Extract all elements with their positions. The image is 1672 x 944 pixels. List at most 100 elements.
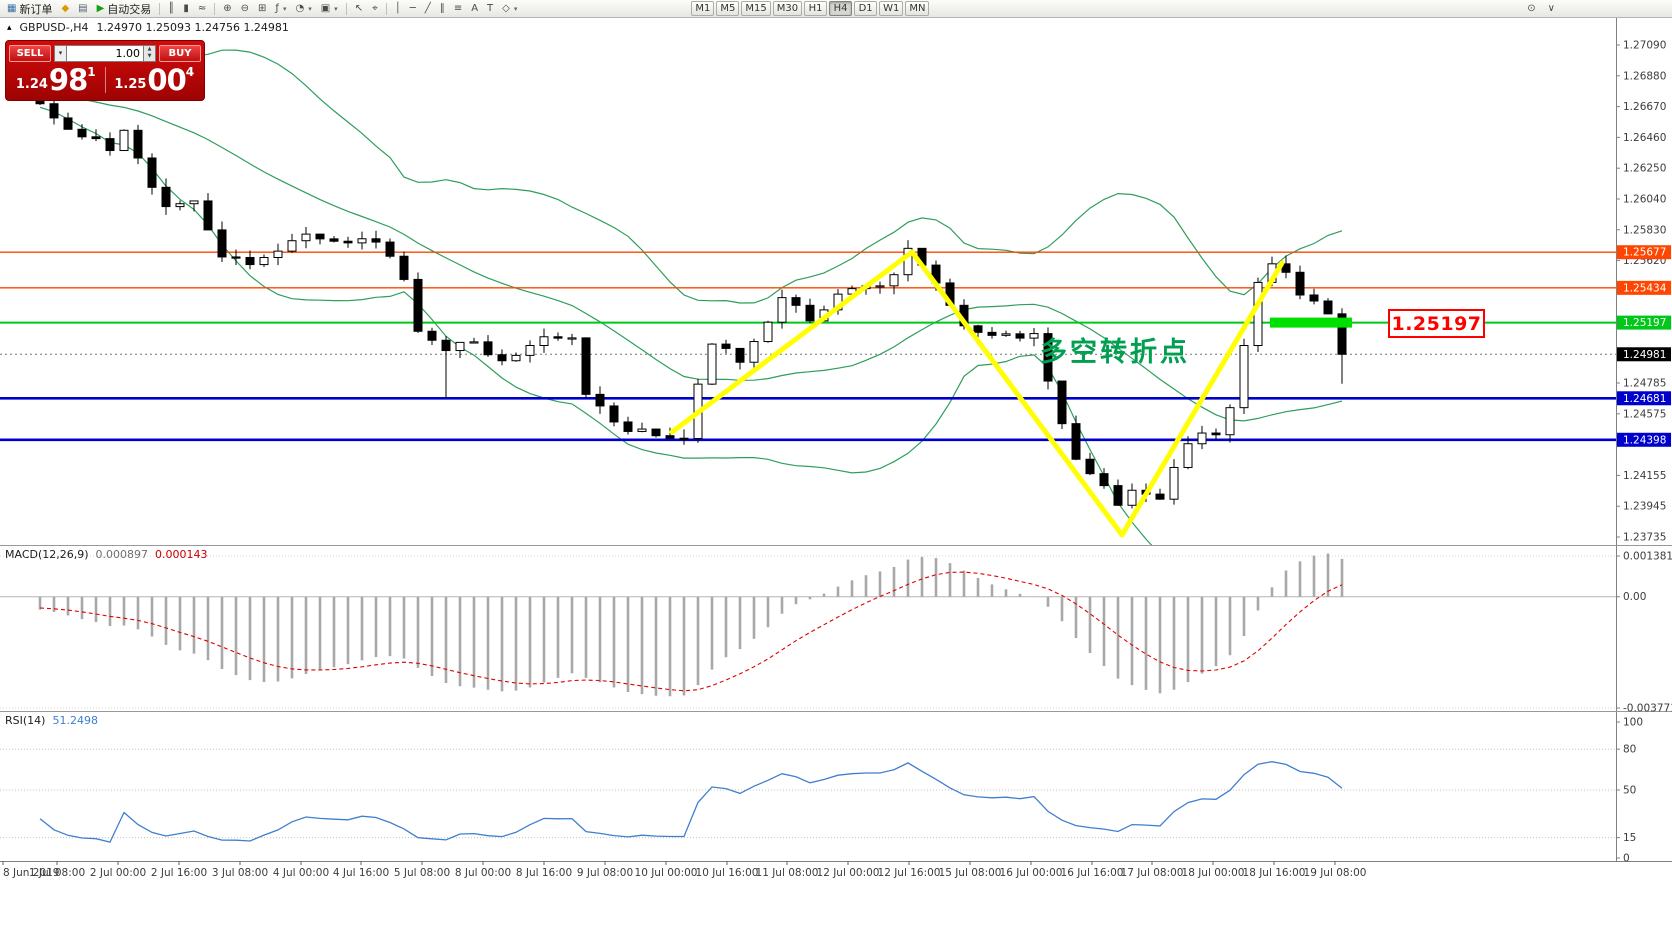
toolbar-more-button[interactable]: ∨ xyxy=(1544,1,1559,17)
periods-button[interactable]: ◔ ▾ xyxy=(291,1,315,17)
timeframe-m5-button[interactable]: M5 xyxy=(716,1,740,16)
macd-axis-label: 0.00 xyxy=(1623,591,1646,603)
green-highlight-bar[interactable] xyxy=(1270,317,1352,328)
lot-dropdown-icon[interactable]: ▾ xyxy=(54,44,67,62)
one-click-header: SELL ▾ 1.00 ▲ ▼ BUY xyxy=(6,41,204,63)
lot-size-stepper[interactable]: ▲ ▼ xyxy=(144,44,156,62)
label-button[interactable]: T xyxy=(483,1,497,17)
candle-body xyxy=(1309,294,1319,302)
time-axis-label: 15 Jul 08:00 xyxy=(939,867,1002,879)
autotrade-button[interactable]: ▶ 自动交易 xyxy=(93,1,156,17)
candle-body xyxy=(49,103,59,119)
candlestick-chart-button[interactable]: ▮ xyxy=(179,1,193,17)
lot-size-input[interactable]: 1.00 xyxy=(67,44,144,62)
candle-body xyxy=(875,285,885,288)
zoom-out-button[interactable]: ⊖ xyxy=(237,1,253,17)
timeframe-h1-button[interactable]: H1 xyxy=(804,1,828,16)
profile-button[interactable]: ◆ xyxy=(57,1,73,17)
candle-body xyxy=(1099,473,1109,487)
vertical-line-button[interactable]: │ xyxy=(391,1,405,17)
timeframe-m1-button[interactable]: M1 xyxy=(691,1,715,16)
one-click-prices: 1.24 98 1 1.25 00 4 xyxy=(6,63,204,99)
autotrade-icon: ▶ xyxy=(96,2,105,14)
candle-body xyxy=(259,256,269,266)
bollinger-middle-band xyxy=(39,91,1343,422)
macd-pane xyxy=(0,553,1616,709)
new-order-icon: ▦ xyxy=(7,2,17,14)
crosshair-button[interactable]: ⌖ xyxy=(368,1,382,17)
candle-body xyxy=(749,341,759,363)
label-icon: T xyxy=(487,2,494,14)
sell-button[interactable]: SELL xyxy=(9,44,51,62)
bar-chart-button[interactable]: ║ xyxy=(164,1,178,17)
stepper-down-icon[interactable]: ▼ xyxy=(147,53,152,59)
ask-price-button[interactable]: 1.25 00 4 xyxy=(107,63,203,97)
price-axis-label: 1.26880 xyxy=(1623,70,1666,82)
quick-search-button[interactable]: ⊙ xyxy=(1523,1,1539,17)
time-axis-label: 10 Jul 00:00 xyxy=(635,867,698,879)
price-tag xyxy=(1617,347,1671,362)
autotrade-button-label: 自动交易 xyxy=(107,2,152,16)
price-tag xyxy=(1617,391,1671,406)
tile-windows-button[interactable]: ⊞ xyxy=(254,1,270,17)
templates-button[interactable]: ▣ ▾ xyxy=(317,1,342,17)
panel-divider xyxy=(104,67,106,93)
text-icon: A xyxy=(471,2,479,14)
fibonacci-button[interactable]: ≡ xyxy=(450,1,466,17)
one-click-toggle-icon[interactable]: ▴ xyxy=(7,22,12,33)
horizontal-line-button[interactable]: ─ xyxy=(406,1,420,17)
indicators-button[interactable]: ƒ ▾ xyxy=(271,1,290,17)
annotation-text[interactable]: 多空转折点 xyxy=(1040,337,1190,368)
timeframe-d1-button[interactable]: D1 xyxy=(854,1,878,16)
new-order-button[interactable]: ▦ 新订单 xyxy=(3,1,56,17)
timeframe-m15-button[interactable]: M15 xyxy=(741,1,771,16)
toolbar-group-right: ⊙ ∨ xyxy=(1523,1,1559,17)
zoom-out-icon: ⊖ xyxy=(240,2,250,14)
timeframe-w1-button[interactable]: W1 xyxy=(879,1,904,16)
shapes-button[interactable]: ◇ ▾ xyxy=(498,1,521,17)
line-chart-icon: ≈ xyxy=(197,2,207,14)
line-chart-button[interactable]: ≈ xyxy=(194,1,210,17)
buy-button[interactable]: BUY xyxy=(159,44,201,62)
price-callout-label[interactable]: 1.25197 xyxy=(1388,309,1485,338)
price-axis-label: 1.27090 xyxy=(1623,40,1666,52)
rsi-pane xyxy=(0,748,1616,843)
candle-body xyxy=(665,435,675,439)
candle-body xyxy=(511,354,521,362)
time-axis-label: 16 Jul 00:00 xyxy=(1000,867,1063,879)
zoom-in-button[interactable]: ⊕ xyxy=(219,1,235,17)
rsi-value: 51.2498 xyxy=(52,714,98,727)
timeframe-m30-button[interactable]: M30 xyxy=(772,1,803,16)
timeframe-h4-button[interactable]: H4 xyxy=(829,1,853,16)
candle-body xyxy=(301,233,311,242)
cursor-button[interactable]: ↖ xyxy=(351,1,367,17)
time-axis-label: 4 Jul 00:00 xyxy=(273,867,329,879)
channel-button[interactable]: ∥ xyxy=(436,1,449,17)
time-axis-label: 5 Jul 08:00 xyxy=(394,867,450,879)
lot-size-field: ▾ 1.00 ▲ ▼ xyxy=(54,44,156,62)
time-axis-label: 8 Jul 00:00 xyxy=(455,867,511,879)
timeframe-mn-button[interactable]: MN xyxy=(905,1,930,16)
trendline-button[interactable]: ╱ xyxy=(421,1,435,17)
rsi-axis-label: 50 xyxy=(1623,785,1636,797)
candle-body xyxy=(1127,489,1137,506)
text-button[interactable]: A xyxy=(467,1,482,17)
bid-price-button[interactable]: 1.24 98 1 xyxy=(8,63,104,97)
profile-icon: ◆ xyxy=(61,2,70,14)
candle-body xyxy=(553,336,563,339)
zigzag-trendline[interactable] xyxy=(669,249,1285,538)
rsi-axis-label: 80 xyxy=(1623,744,1636,756)
candle-body xyxy=(1337,313,1347,355)
candle-body xyxy=(91,136,101,140)
candle-body xyxy=(189,200,199,205)
toolbar-group-chart-type: ║ ▮ ≈ xyxy=(164,1,210,17)
stepper-up-icon[interactable]: ▲ xyxy=(147,45,152,52)
tile-windows-icon: ⊞ xyxy=(258,2,267,14)
price-axis-label: 1.26250 xyxy=(1623,163,1666,175)
candle-body xyxy=(119,129,129,152)
channel-icon: ∥ xyxy=(439,2,445,14)
charts-window-button[interactable]: ▤ xyxy=(74,1,91,17)
candle-body xyxy=(343,240,353,244)
